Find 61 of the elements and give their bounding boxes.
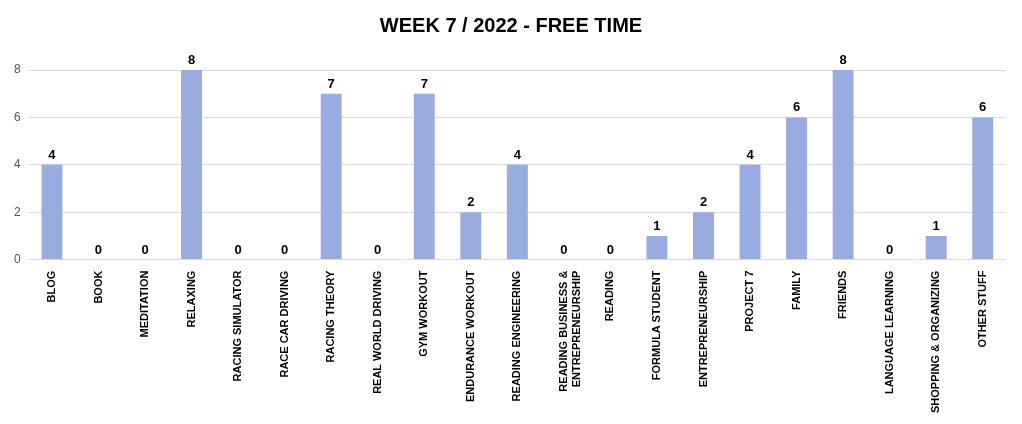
bar bbox=[460, 212, 482, 260]
y-tick-label: 2 bbox=[13, 204, 21, 219]
x-tick-label: GYM WORKOUT bbox=[417, 270, 430, 357]
x-tick-label: FAMILY bbox=[789, 269, 802, 310]
x-tick-label: PROJECT 7 bbox=[743, 270, 756, 332]
bar bbox=[506, 164, 528, 260]
x-tick-label: RELAXING bbox=[184, 270, 197, 328]
bar bbox=[41, 164, 63, 260]
x-tick-label: BLOG bbox=[44, 270, 57, 303]
data-label: 8 bbox=[187, 52, 196, 68]
data-label: 0 bbox=[94, 241, 103, 257]
x-tick-label: FORMULA STUDENT bbox=[649, 270, 662, 381]
bar bbox=[646, 235, 668, 260]
x-tick-label: READING BUSINESS & ENTREPRENEURSHIP bbox=[556, 270, 583, 392]
bar bbox=[925, 235, 947, 260]
x-tick-label: RACE CAR DRIVING bbox=[277, 270, 290, 378]
chart-title: WEEK 7 / 2022 - FREE TIME bbox=[378, 14, 644, 38]
x-tick-label: READING ENGINEERING bbox=[510, 270, 523, 402]
bar bbox=[739, 164, 761, 260]
data-label: 7 bbox=[327, 75, 335, 91]
bar bbox=[832, 70, 854, 260]
data-label: 6 bbox=[979, 99, 987, 115]
data-label: 0 bbox=[886, 241, 894, 257]
bar bbox=[693, 212, 714, 260]
x-tick-label: MEDITATION bbox=[138, 270, 151, 338]
data-label: 6 bbox=[792, 99, 801, 115]
x-tick-label: SHOPPING & ORGANIZING bbox=[929, 270, 942, 414]
x-tick-label: RACING SIMULATOR bbox=[231, 270, 244, 382]
data-label: 8 bbox=[839, 52, 847, 68]
data-label: 1 bbox=[653, 217, 661, 233]
data-label: 4 bbox=[48, 146, 57, 162]
x-tick-label: FRIENDS bbox=[836, 270, 849, 319]
x-tick-label: ENTREPRENEURSHIP bbox=[696, 270, 709, 388]
bar bbox=[972, 117, 994, 260]
y-tick-label: 6 bbox=[13, 109, 21, 124]
x-tick-label: READING bbox=[603, 270, 616, 322]
data-label: 2 bbox=[699, 194, 708, 210]
data-label: 0 bbox=[606, 241, 615, 257]
data-label: 0 bbox=[141, 241, 149, 257]
data-label: 4 bbox=[746, 146, 755, 162]
y-tick-label: 4 bbox=[13, 157, 21, 172]
x-tick-label: BOOK bbox=[91, 270, 104, 304]
x-tick-label: RACING THEORY bbox=[324, 269, 337, 363]
x-tick-label: OTHER STUFF bbox=[975, 270, 988, 348]
bar bbox=[181, 70, 203, 260]
y-tick-label: 8 bbox=[13, 62, 21, 77]
data-label: 1 bbox=[932, 217, 940, 233]
bar bbox=[320, 93, 342, 260]
x-tick-label: REAL WORLD DRIVING bbox=[370, 270, 383, 394]
data-label: 0 bbox=[374, 241, 382, 257]
data-label: 2 bbox=[467, 194, 475, 210]
x-tick-label: ENDURANCE WORKOUT bbox=[463, 270, 476, 402]
data-label: 7 bbox=[420, 75, 428, 91]
data-label: 0 bbox=[560, 241, 568, 257]
data-label: 4 bbox=[513, 146, 522, 162]
y-tick-label: 0 bbox=[13, 251, 21, 266]
bar bbox=[413, 93, 435, 260]
data-label: 0 bbox=[234, 241, 242, 257]
data-label: 0 bbox=[281, 241, 289, 257]
x-tick-label: LANGUAGE LEARNING bbox=[882, 270, 895, 395]
bar bbox=[786, 117, 808, 260]
